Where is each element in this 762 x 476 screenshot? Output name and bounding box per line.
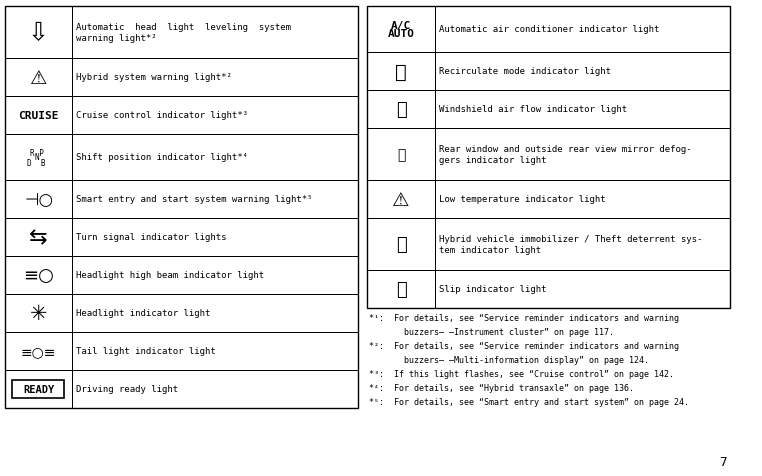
Text: ⚠: ⚠ [30, 69, 47, 87]
Text: Headlight indicator light: Headlight indicator light [76, 309, 211, 318]
Bar [5, 218, 72, 257]
Text: 7: 7 [719, 455, 727, 468]
Text: Automatic air conditioner indicator light: Automatic air conditioner indicator ligh… [439, 25, 659, 34]
Text: D  B: D B [27, 158, 46, 167]
Text: Driving ready light: Driving ready light [76, 385, 178, 394]
Text: Slip indicator light: Slip indicator light [439, 285, 546, 294]
Bar [5, 294, 72, 332]
Bar [5, 59, 72, 97]
Bar [435, 91, 730, 129]
Bar [5, 180, 72, 218]
Text: *²:  For details, see “Service reminder indicators and warning: *²: For details, see “Service reminder i… [370, 341, 679, 350]
Text: Rear window and outside rear view mirror defog-
gers indicator light: Rear window and outside rear view mirror… [439, 145, 691, 164]
Text: READY: READY [23, 384, 54, 394]
Text: ⊣○: ⊣○ [24, 190, 53, 208]
Bar [72, 370, 357, 408]
Bar [72, 218, 357, 257]
Text: Turn signal indicator lights: Turn signal indicator lights [76, 233, 227, 242]
Bar [367, 129, 435, 180]
Text: ⬛: ⬛ [397, 148, 405, 162]
Text: Smart entry and start system warning light*⁵: Smart entry and start system warning lig… [76, 195, 313, 204]
Bar [72, 294, 357, 332]
Bar [5, 7, 357, 408]
Bar [367, 218, 435, 270]
Bar [72, 332, 357, 370]
Text: *⁴:  For details, see “Hybrid transaxle” on page 136.: *⁴: For details, see “Hybrid transaxle” … [370, 383, 634, 392]
Text: Hybrid system warning light*²: Hybrid system warning light*² [76, 73, 232, 82]
Text: N: N [34, 153, 39, 162]
Bar [367, 180, 435, 218]
Text: Recirculate mode indicator light: Recirculate mode indicator light [439, 68, 611, 76]
Bar [435, 180, 730, 218]
Bar [5, 135, 72, 180]
Text: Low temperature indicator light: Low temperature indicator light [439, 195, 606, 204]
Bar [435, 53, 730, 91]
Text: ⚠: ⚠ [392, 190, 410, 209]
Text: CRUISE: CRUISE [18, 111, 59, 121]
Text: AUTO: AUTO [388, 29, 415, 39]
Text: Automatic  head  light  leveling  system
warning light*²: Automatic head light leveling system war… [76, 23, 291, 43]
Text: Windshield air flow indicator light: Windshield air flow indicator light [439, 105, 627, 114]
Text: ⇆: ⇆ [30, 228, 48, 248]
Bar [367, 7, 730, 308]
Bar [367, 270, 435, 308]
Text: buzzers— —Multi-information display” on page 124.: buzzers— —Multi-information display” on … [370, 355, 649, 364]
Text: R P: R P [30, 148, 43, 157]
FancyBboxPatch shape [11, 380, 64, 398]
Bar [5, 370, 72, 408]
Text: ≡○: ≡○ [23, 267, 54, 284]
Bar [5, 97, 72, 135]
Bar [435, 7, 730, 53]
Text: Hybrid vehicle immobilizer / Theft deterrent sys-
tem indicator light: Hybrid vehicle immobilizer / Theft deter… [439, 235, 702, 254]
Bar [435, 270, 730, 308]
Bar [72, 97, 357, 135]
Bar [5, 332, 72, 370]
Text: *¹:  For details, see “Service reminder indicators and warning: *¹: For details, see “Service reminder i… [370, 313, 679, 322]
Bar [435, 218, 730, 270]
Bar [367, 91, 435, 129]
Bar [367, 7, 435, 53]
Text: 🌀: 🌀 [395, 101, 406, 119]
Text: ✳: ✳ [30, 303, 47, 323]
Text: Cruise control indicator light*³: Cruise control indicator light*³ [76, 111, 248, 120]
Text: Headlight high beam indicator light: Headlight high beam indicator light [76, 271, 264, 280]
Text: 〜: 〜 [395, 280, 406, 298]
Text: 🚗: 🚗 [395, 62, 407, 81]
Text: A/C: A/C [391, 21, 411, 31]
Text: 🔒: 🔒 [395, 236, 406, 253]
Bar [72, 257, 357, 294]
Bar [5, 257, 72, 294]
Bar [72, 180, 357, 218]
Text: buzzers— —Instrument cluster” on page 117.: buzzers— —Instrument cluster” on page 11… [370, 327, 614, 336]
Bar [367, 53, 435, 91]
Text: ≡○≡: ≡○≡ [21, 344, 56, 358]
Bar [72, 59, 357, 97]
Bar [72, 7, 357, 59]
Text: *⁵:  For details, see “Smart entry and start system” on page 24.: *⁵: For details, see “Smart entry and st… [370, 397, 689, 406]
Bar [5, 7, 72, 59]
Text: Shift position indicator light*⁴: Shift position indicator light*⁴ [76, 153, 248, 162]
Text: *³:  If this light flashes, see “Cruise control” on page 142.: *³: If this light flashes, see “Cruise c… [370, 369, 674, 378]
Bar [435, 129, 730, 180]
Bar [72, 135, 357, 180]
Text: ⇩: ⇩ [28, 21, 50, 45]
Text: Tail light indicator light: Tail light indicator light [76, 347, 216, 356]
